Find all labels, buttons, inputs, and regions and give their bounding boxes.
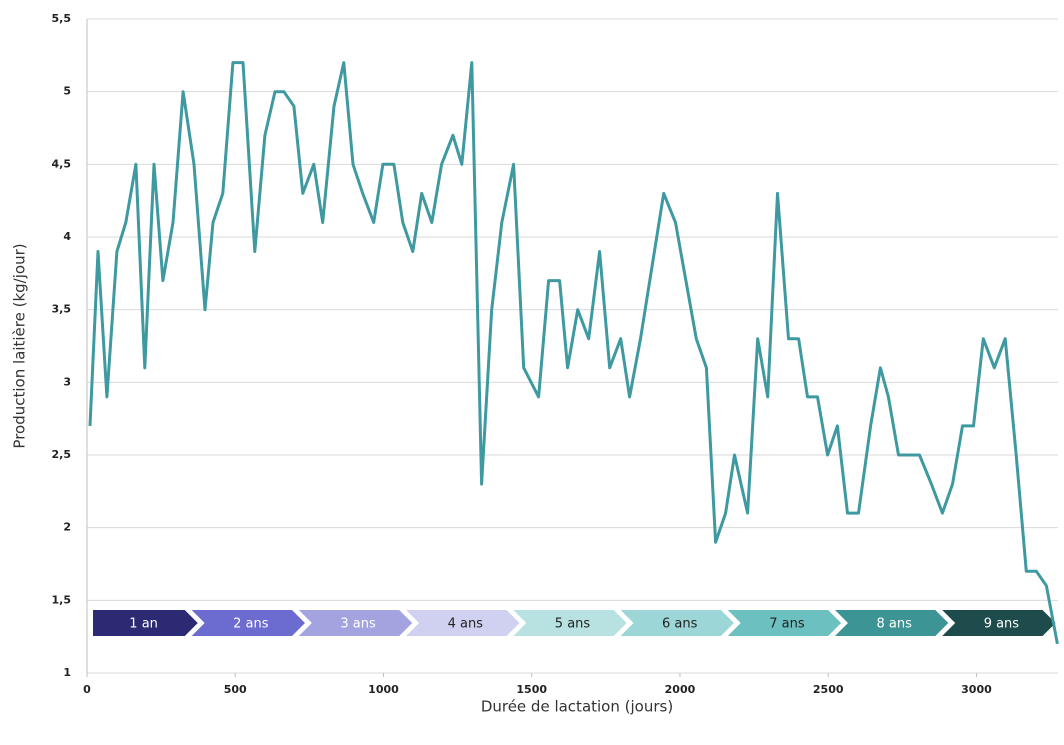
y-tick-label: 2,5	[52, 448, 72, 461]
y-tick-label: 1,5	[52, 593, 72, 606]
y-tick-label: 4,5	[52, 157, 72, 170]
period-chevron	[401, 608, 523, 638]
x-tick-label: 0	[83, 683, 91, 696]
x-tick-label: 500	[224, 683, 247, 696]
period-chevron	[937, 608, 1059, 638]
y-tick-label: 5,5	[52, 12, 72, 25]
period-chevron	[722, 608, 844, 638]
y-tick-label: 2	[63, 521, 71, 534]
y-tick-label: 4	[63, 230, 71, 243]
period-label: 5 ans	[555, 617, 591, 632]
period-label: 8 ans	[876, 617, 912, 632]
period-label: 2 ans	[233, 617, 269, 632]
y-tick-label: 3	[63, 375, 71, 388]
period-chevron	[508, 608, 630, 638]
y-tick-label: 3,5	[52, 303, 72, 316]
period-label: 3 ans	[340, 617, 376, 632]
period-label: 1 an	[129, 617, 158, 632]
data-line	[88, 61, 1059, 645]
x-tick-label: 2000	[665, 683, 696, 696]
x-axis-title: Durée de lactation (jours)	[481, 698, 673, 716]
x-tick-label: 2500	[813, 683, 844, 696]
y-axis-title: Production laitière (kg/jour)	[11, 243, 29, 448]
period-chevron	[186, 608, 308, 638]
period-label: 9 ans	[984, 617, 1020, 632]
x-tick-label: 1500	[516, 683, 547, 696]
period-label: 7 ans	[769, 617, 805, 632]
period-chevron	[830, 608, 952, 638]
x-tick-label: 1000	[368, 683, 399, 696]
period-label: 4 ans	[448, 617, 484, 632]
y-tick-label: 5	[63, 85, 71, 98]
period-chevron	[615, 608, 737, 638]
period-chevron	[294, 608, 416, 638]
x-tick-label: 3000	[961, 683, 992, 696]
period-chevron	[91, 608, 201, 638]
period-label: 6 ans	[662, 617, 698, 632]
y-tick-label: 1	[63, 666, 71, 679]
